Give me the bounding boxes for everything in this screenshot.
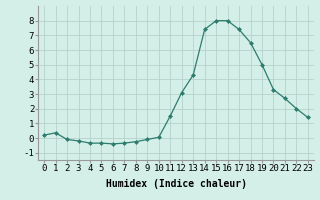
X-axis label: Humidex (Indice chaleur): Humidex (Indice chaleur) xyxy=(106,179,246,189)
